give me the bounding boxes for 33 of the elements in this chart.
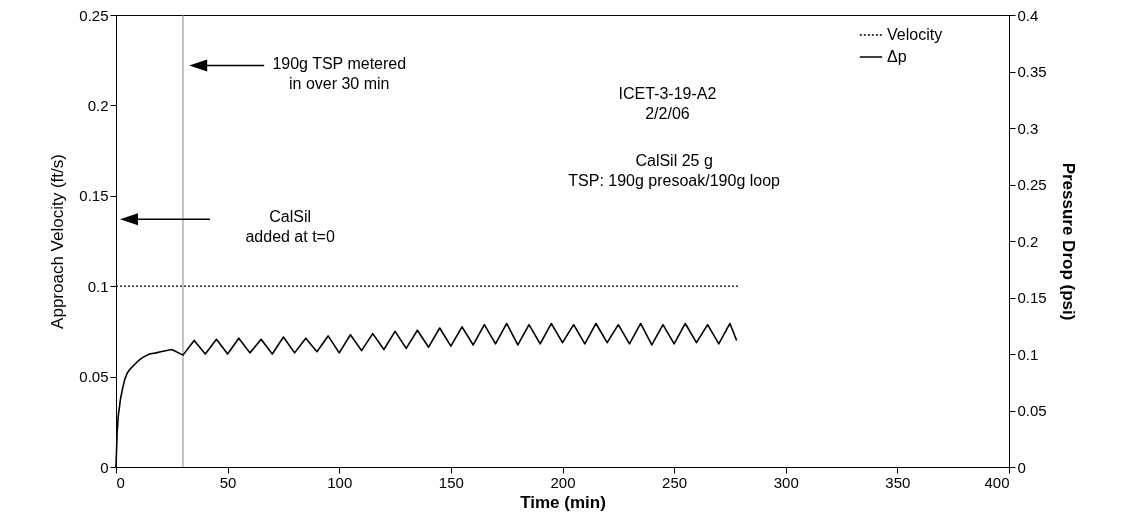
x-tick-label: 400 <box>984 473 1010 491</box>
y-tick-label: 0.2 <box>87 96 109 114</box>
annotation: ICET-3-19-A2 2/2/06 <box>618 85 717 123</box>
x-tick-label: 250 <box>662 473 688 491</box>
y2-tick-label: 0.15 <box>1017 289 1047 306</box>
y2-tick-label: 0.1 <box>1017 345 1039 363</box>
x-tick-label: 150 <box>438 473 464 491</box>
y-axis-title: Approach Velocity (ft/s) <box>48 154 68 329</box>
y2-tick-label: 0.3 <box>1017 119 1039 137</box>
y2-tick-label: 0 <box>1017 458 1026 476</box>
x-tick-label: 100 <box>327 473 353 491</box>
x-tick-label: 50 <box>219 473 237 491</box>
x-tick-label: 0 <box>116 473 125 491</box>
y-tick-label: 0 <box>100 458 109 476</box>
x-tick-label: 350 <box>885 473 911 491</box>
y2-tick-label: 0.4 <box>1017 6 1039 24</box>
annotation: CalSil 25 g TSP: 190g presoak/190g loop <box>568 152 781 190</box>
y2-tick-label: 0.25 <box>1017 176 1047 193</box>
annotation: 190g TSP metered in over 30 min <box>272 54 407 92</box>
annotation: CalSil added at t=0 <box>245 208 335 246</box>
y-tick-label: 0.25 <box>79 6 109 24</box>
legend-label: Δp <box>887 48 907 65</box>
y2-tick-label: 0.35 <box>1017 63 1047 80</box>
y-tick-label: 0.15 <box>79 187 109 205</box>
y-tick-label: 0.05 <box>79 368 109 386</box>
x-tick-label: 200 <box>550 473 576 491</box>
legend-label: Velocity <box>887 26 943 43</box>
x-tick-label: 300 <box>773 473 799 491</box>
x-axis-title: Time (min) <box>520 492 606 512</box>
y2-tick-label: 0.2 <box>1017 232 1039 250</box>
y2-tick-label: 0.05 <box>1017 402 1047 419</box>
y2-axis-title: Pressure Drop (psi) <box>1058 162 1078 321</box>
y-tick-label: 0.1 <box>87 277 109 295</box>
